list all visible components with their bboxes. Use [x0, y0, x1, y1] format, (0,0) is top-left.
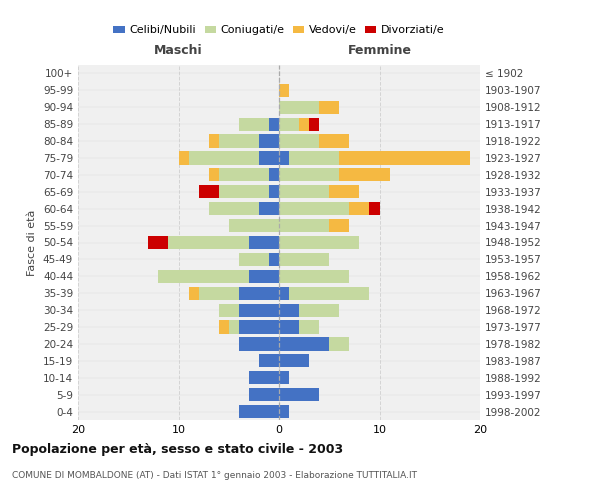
Bar [239, 286, 279, 300]
Bar [259, 202, 279, 215]
Bar [239, 338, 279, 350]
Bar [169, 236, 249, 249]
Bar [269, 168, 279, 181]
Bar [209, 168, 218, 181]
Bar [279, 286, 289, 300]
Text: Femmine: Femmine [347, 44, 412, 57]
Bar [249, 236, 279, 249]
Bar [279, 338, 329, 350]
Bar [329, 338, 349, 350]
Bar [218, 320, 229, 334]
Bar [239, 320, 279, 334]
Bar [229, 219, 279, 232]
Bar [249, 388, 279, 401]
Bar [229, 320, 239, 334]
Bar [279, 100, 319, 114]
Bar [289, 286, 370, 300]
Bar [259, 152, 279, 164]
Bar [279, 371, 289, 384]
Bar [279, 304, 299, 316]
Bar [158, 270, 249, 283]
Bar [209, 202, 259, 215]
Bar [218, 185, 269, 198]
Bar [188, 152, 259, 164]
Bar [269, 185, 279, 198]
Bar [209, 134, 218, 147]
Bar [279, 388, 319, 401]
Bar [239, 253, 269, 266]
Bar [299, 320, 319, 334]
Bar [279, 405, 289, 418]
Bar [319, 134, 349, 147]
Bar [329, 219, 349, 232]
Bar [199, 185, 218, 198]
Bar [199, 286, 239, 300]
Bar [309, 118, 319, 131]
Bar [299, 118, 309, 131]
Text: Popolazione per età, sesso e stato civile - 2003: Popolazione per età, sesso e stato civil… [12, 442, 343, 456]
Bar [279, 270, 349, 283]
Bar [249, 371, 279, 384]
Bar [249, 270, 279, 283]
Bar [319, 100, 340, 114]
Bar [279, 134, 319, 147]
Bar [239, 118, 269, 131]
Bar [279, 236, 359, 249]
Bar [279, 320, 299, 334]
Bar [259, 354, 279, 368]
Bar [188, 286, 199, 300]
Bar [370, 202, 380, 215]
Text: Maschi: Maschi [154, 44, 203, 57]
Bar [148, 236, 169, 249]
Bar [279, 219, 329, 232]
Bar [340, 168, 389, 181]
Bar [299, 304, 340, 316]
Bar [279, 84, 289, 97]
Bar [239, 405, 279, 418]
Bar [329, 185, 359, 198]
Bar [259, 134, 279, 147]
Bar [289, 152, 340, 164]
Bar [279, 253, 329, 266]
Y-axis label: Fasce di età: Fasce di età [28, 210, 37, 276]
Text: COMUNE DI MOMBALDONE (AT) - Dati ISTAT 1° gennaio 2003 - Elaborazione TUTTITALIA: COMUNE DI MOMBALDONE (AT) - Dati ISTAT 1… [12, 470, 417, 480]
Bar [279, 168, 340, 181]
Bar [218, 168, 269, 181]
Bar [279, 152, 289, 164]
Bar [179, 152, 188, 164]
Bar [269, 253, 279, 266]
Bar [279, 185, 329, 198]
Bar [340, 152, 470, 164]
Bar [219, 304, 239, 316]
Bar [239, 304, 279, 316]
Bar [279, 118, 299, 131]
Bar [279, 202, 349, 215]
Bar [269, 118, 279, 131]
Bar [279, 354, 309, 368]
Legend: Celibi/Nubili, Coniugati/e, Vedovi/e, Divorziati/e: Celibi/Nubili, Coniugati/e, Vedovi/e, Di… [109, 21, 449, 40]
Bar [218, 134, 259, 147]
Bar [349, 202, 370, 215]
